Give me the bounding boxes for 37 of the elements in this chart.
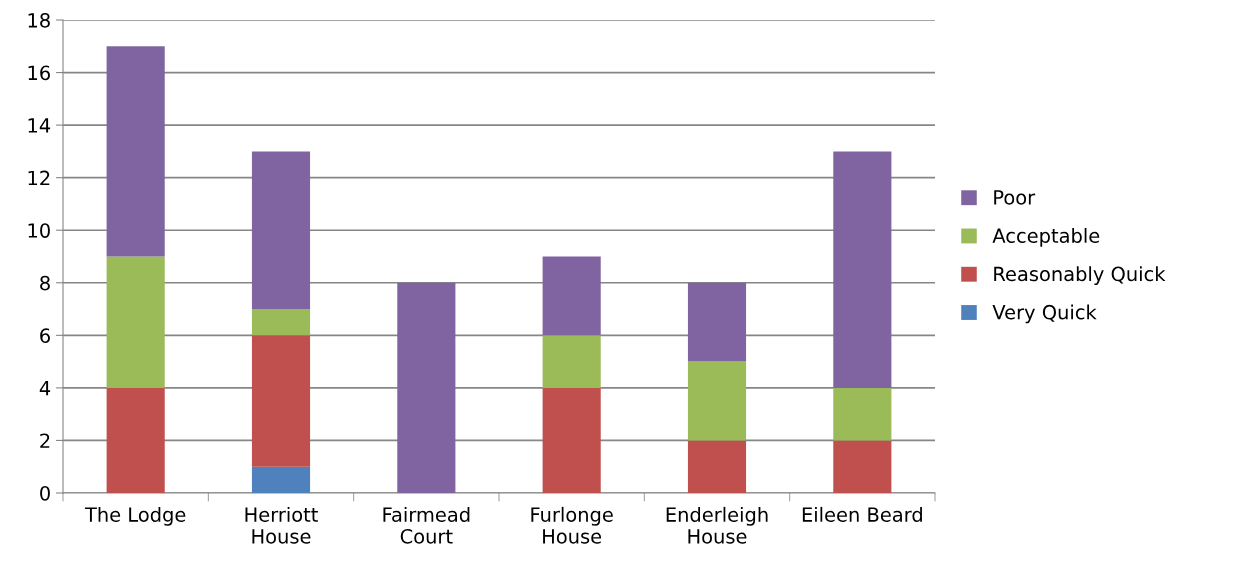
bar	[251, 335, 311, 467]
x-tick-label: The Lodge	[84, 506, 186, 526]
y-tick-label: 6	[40, 328, 50, 343]
y-tick-label: 16	[28, 65, 50, 81]
y-tick-label: 8	[40, 275, 50, 291]
bar	[542, 387, 601, 493]
bar	[542, 335, 601, 388]
x-tick-label: Eileen Beard	[802, 506, 922, 522]
bar	[687, 282, 747, 362]
bar	[251, 151, 311, 310]
x-tick-label: Herriott House	[245, 506, 318, 544]
y-tick-label: 2	[40, 433, 50, 448]
y-tick-label: 14	[28, 118, 51, 133]
legend-label: Acceptable	[992, 227, 1100, 247]
bar	[251, 466, 311, 493]
y-tick-label: 4	[39, 381, 51, 396]
bar	[542, 256, 601, 336]
y-tick-label: 18	[28, 12, 50, 28]
legend-label: Very Quick	[992, 304, 1097, 324]
bar	[397, 282, 456, 493]
bar	[833, 440, 892, 493]
bar	[106, 46, 165, 257]
legend-label: Poor	[994, 190, 1036, 205]
x-tick-label: Furlonge House	[531, 506, 613, 544]
bar	[687, 361, 747, 441]
x-tick-label: Fairmead Court	[383, 506, 470, 544]
bar	[833, 387, 892, 441]
y-tick-label: 0	[40, 485, 50, 501]
x-tick-label: Enderleigh House	[666, 506, 768, 544]
legend-label: Reasonably Quick	[994, 266, 1166, 286]
y-tick-label: 12	[28, 170, 50, 186]
bar	[687, 440, 747, 493]
bar	[106, 387, 165, 493]
y-tick-label: 10	[28, 223, 50, 238]
bar	[106, 256, 165, 388]
bar	[251, 309, 311, 336]
bar	[833, 151, 892, 388]
